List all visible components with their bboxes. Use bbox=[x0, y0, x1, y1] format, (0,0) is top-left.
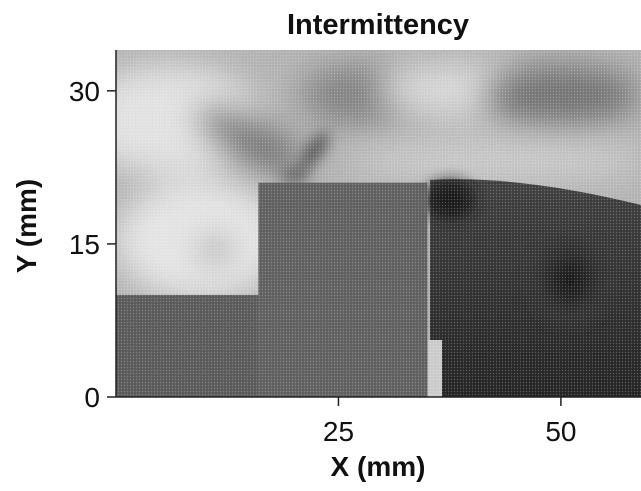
x-axis: 25 50 bbox=[116, 396, 641, 447]
heatmap-field bbox=[116, 50, 641, 397]
y-axis-label: Y (mm) bbox=[11, 179, 42, 273]
y-tick-label: 0 bbox=[84, 382, 100, 413]
y-axis: 0 15 30 bbox=[69, 50, 117, 413]
y-tick-label: 30 bbox=[69, 76, 100, 107]
chart-title: Intermittency bbox=[287, 9, 469, 41]
x-tick-label: 50 bbox=[545, 416, 576, 447]
x-axis-label: X (mm) bbox=[331, 451, 426, 482]
y-tick-label: 15 bbox=[69, 229, 100, 260]
x-tick-label: 25 bbox=[323, 416, 354, 447]
